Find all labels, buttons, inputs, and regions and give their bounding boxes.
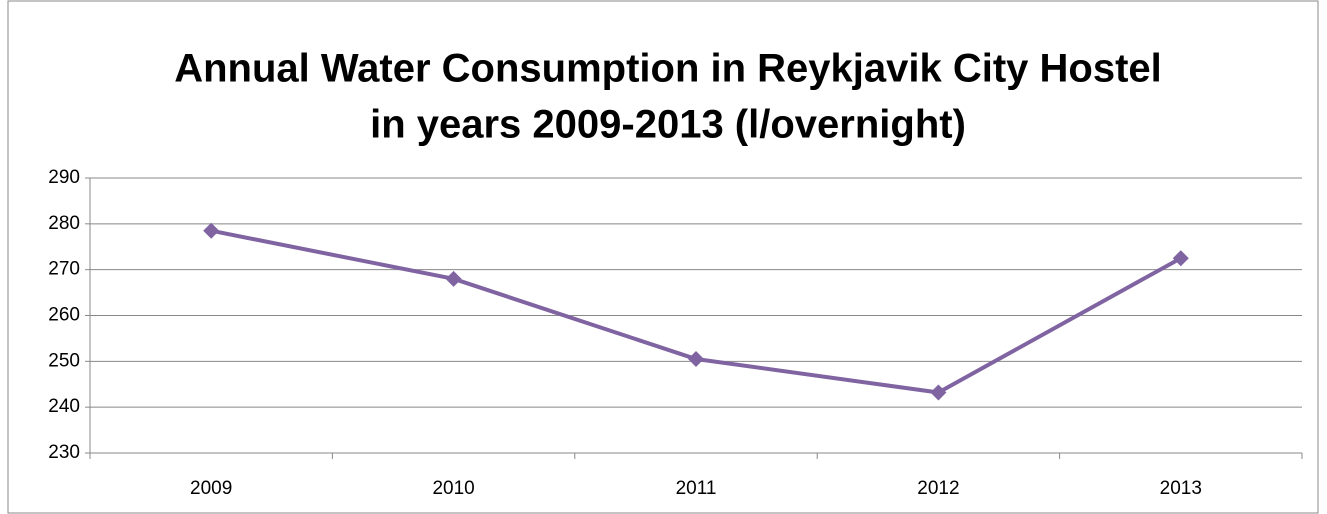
y-tick-label: 250	[48, 350, 80, 371]
y-tick-label: 280	[48, 213, 80, 234]
y-tick-label: 230	[48, 442, 80, 463]
chart-border	[7, 0, 1319, 514]
x-tick-label: 2012	[917, 478, 959, 499]
x-tick-label: 2010	[432, 478, 474, 499]
y-tick-label: 290	[48, 167, 80, 188]
marker	[445, 270, 462, 287]
x-tick-label: 2013	[1160, 478, 1202, 499]
y-tick-label: 260	[48, 305, 80, 326]
y-tick-label: 240	[48, 396, 80, 417]
marker	[203, 222, 220, 239]
x-tick-label: 2011	[676, 478, 717, 499]
x-tick-label: 2009	[190, 478, 232, 499]
marker	[1172, 250, 1189, 267]
chart-title: in years 2009-2013 (l/overnight)	[370, 103, 966, 147]
marker	[930, 384, 947, 401]
y-tick-label: 270	[48, 259, 80, 280]
chart-title: Annual Water Consumption in Reykjavik Ci…	[174, 47, 1162, 91]
marker	[688, 351, 704, 368]
